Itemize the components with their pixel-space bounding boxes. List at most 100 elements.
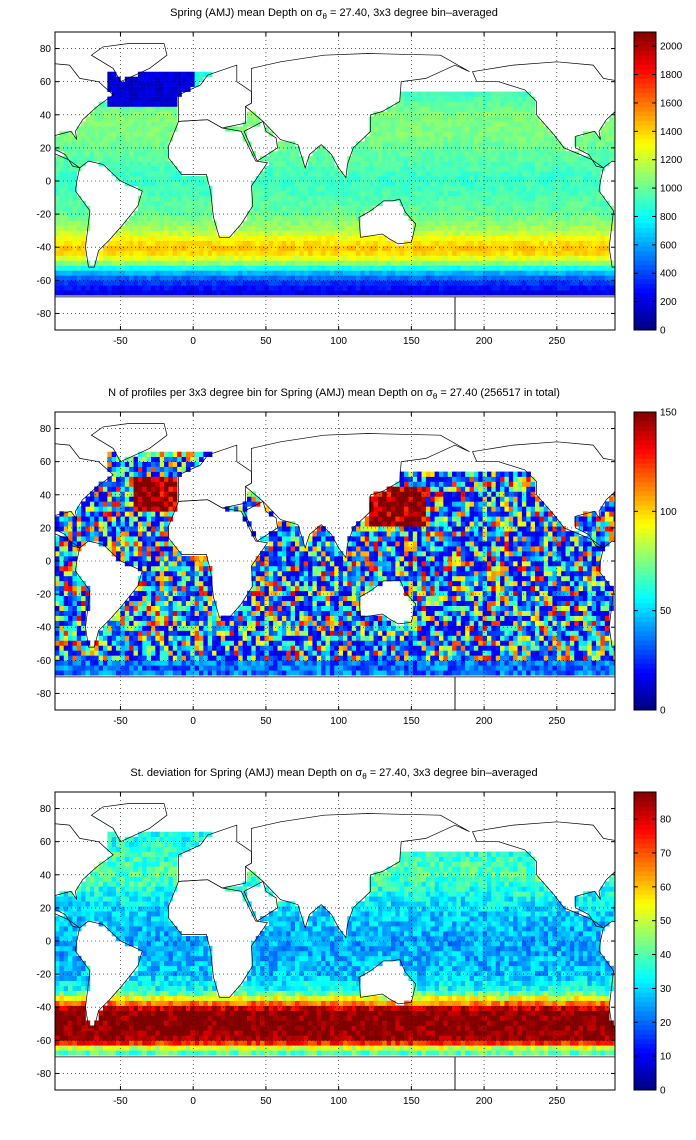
- heatmap-cell: [159, 96, 165, 102]
- heatmap-cell: [583, 220, 588, 226]
- heatmap-cell: [177, 260, 182, 266]
- heatmap-cell: [72, 215, 78, 222]
- heatmap-cell: [98, 665, 104, 671]
- heatmap-cell: [425, 131, 431, 137]
- heatmap-cell: [596, 270, 601, 276]
- heatmap-cell: [264, 290, 270, 296]
- colorbar-segment: [634, 92, 656, 98]
- heatmap-cell: [578, 275, 584, 281]
- heatmap-cell: [443, 230, 449, 236]
- heatmap-cell: [295, 181, 300, 187]
- heatmap-cell: [452, 225, 457, 231]
- heatmap-cell: [548, 190, 553, 197]
- heatmap-cell: [63, 215, 69, 222]
- heatmap-cell: [116, 126, 121, 132]
- heatmap-cell: [613, 126, 615, 132]
- heatmap-cell: [548, 270, 553, 276]
- heatmap-cell: [508, 91, 514, 97]
- heatmap-cell: [303, 280, 309, 286]
- heatmap-cell: [473, 126, 479, 132]
- heatmap-cell: [569, 265, 575, 271]
- heatmap-cell: [491, 121, 497, 127]
- heatmap-cell: [548, 205, 553, 212]
- heatmap-cell: [107, 86, 113, 92]
- heatmap-cell: [129, 131, 134, 137]
- heatmap-cell: [55, 225, 60, 231]
- heatmap-cell: [273, 205, 278, 212]
- heatmap-cell: [552, 185, 558, 192]
- heatmap-cell: [600, 126, 606, 132]
- colorbar-segment: [634, 185, 656, 191]
- heatmap-cell: [487, 255, 492, 261]
- heatmap-cell: [260, 185, 265, 192]
- heatmap-cell: [412, 190, 418, 197]
- heatmap-cell: [609, 121, 614, 127]
- heatmap-cell: [408, 171, 414, 177]
- heatmap-cell: [456, 96, 462, 102]
- heatmap-cell: [142, 121, 147, 127]
- heatmap-cell: [159, 215, 165, 222]
- heatmap-cell: [199, 195, 204, 202]
- heatmap-cell: [360, 185, 366, 192]
- heatmap-cell: [500, 255, 505, 261]
- heatmap-cell: [430, 195, 435, 202]
- colorbar-tick-label: 2000: [660, 42, 683, 53]
- heatmap-cell: [277, 270, 283, 276]
- heatmap-cell: [329, 235, 335, 241]
- heatmap-cell: [465, 220, 470, 226]
- heatmap-cell: [347, 195, 353, 202]
- heatmap-cell: [508, 185, 514, 192]
- heatmap-cell: [583, 275, 588, 281]
- heatmap-cell: [133, 131, 139, 137]
- heatmap-cell: [556, 156, 562, 162]
- heatmap-cell: [63, 595, 69, 602]
- heatmap-cell: [535, 185, 540, 192]
- heatmap-cell: [561, 225, 566, 231]
- heatmap-cell: [356, 185, 361, 192]
- heatmap-cell: [482, 171, 488, 177]
- heatmap-cell: [185, 270, 191, 276]
- heatmap-cell: [321, 185, 326, 192]
- heatmap-cell: [116, 546, 121, 552]
- heatmap-cell: [299, 245, 305, 251]
- heatmap-cell: [487, 190, 492, 197]
- heatmap-cell: [89, 670, 95, 676]
- heatmap-cell: [469, 151, 475, 157]
- heatmap-cell: [299, 270, 305, 276]
- heatmap-cell: [164, 250, 169, 256]
- heatmap-cell: [194, 81, 200, 87]
- heatmap-cell: [137, 650, 143, 656]
- heatmap-cell: [142, 181, 147, 187]
- heatmap-cell: [159, 156, 165, 162]
- heatmap-cell: [107, 501, 113, 507]
- heatmap-cell: [351, 230, 357, 236]
- heatmap-cell: [133, 620, 139, 626]
- heatmap-cell: [373, 151, 379, 157]
- heatmap-cell: [89, 146, 95, 152]
- heatmap-cell: [255, 225, 261, 231]
- heatmap-cell: [72, 195, 78, 202]
- heatmap-cell: [473, 111, 479, 117]
- heatmap-cell: [569, 210, 575, 217]
- heatmap-cell: [604, 225, 610, 231]
- heatmap-cell: [142, 235, 147, 241]
- heatmap-cell: [439, 210, 444, 217]
- heatmap-cell: [72, 565, 78, 572]
- heatmap-cell: [185, 285, 191, 291]
- heatmap-cell: [521, 181, 527, 187]
- heatmap-cell: [473, 225, 479, 231]
- heatmap-cell: [142, 645, 147, 651]
- heatmap-cell: [68, 275, 73, 281]
- heatmap-cell: [452, 161, 457, 167]
- heatmap-cell: [233, 265, 239, 271]
- heatmap-cell: [556, 250, 562, 256]
- heatmap-cell: [146, 556, 152, 562]
- heatmap-cell: [124, 556, 130, 562]
- heatmap-cell: [247, 235, 252, 241]
- heatmap-cell: [76, 200, 82, 207]
- heatmap-cell: [343, 275, 348, 281]
- heatmap-cell: [513, 166, 518, 172]
- heatmap-cell: [609, 151, 614, 157]
- heatmap-cell: [408, 151, 414, 157]
- heatmap-cell: [72, 275, 78, 281]
